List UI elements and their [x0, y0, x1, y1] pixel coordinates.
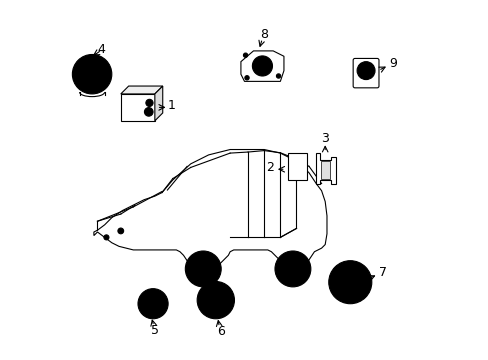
Circle shape — [276, 74, 280, 78]
Polygon shape — [94, 149, 326, 270]
Circle shape — [243, 53, 247, 57]
Circle shape — [189, 255, 217, 283]
Text: 3: 3 — [321, 132, 328, 145]
Circle shape — [147, 298, 159, 310]
Text: 8: 8 — [260, 28, 268, 41]
Text: 9: 9 — [388, 57, 396, 70]
Polygon shape — [121, 86, 163, 94]
Circle shape — [274, 251, 310, 287]
FancyBboxPatch shape — [352, 58, 378, 88]
Circle shape — [290, 267, 294, 271]
Circle shape — [84, 66, 100, 82]
Circle shape — [88, 71, 96, 78]
Circle shape — [256, 60, 267, 72]
Polygon shape — [241, 51, 284, 81]
Bar — [320, 161, 329, 179]
Circle shape — [72, 54, 112, 94]
Circle shape — [286, 262, 299, 275]
Polygon shape — [316, 153, 335, 184]
Circle shape — [361, 66, 369, 75]
Circle shape — [118, 228, 123, 234]
Circle shape — [138, 289, 168, 319]
Circle shape — [201, 267, 205, 271]
Circle shape — [328, 261, 371, 304]
Polygon shape — [155, 86, 163, 121]
Circle shape — [201, 285, 230, 315]
Text: 1: 1 — [168, 99, 176, 112]
Circle shape — [185, 251, 221, 287]
Circle shape — [346, 278, 354, 287]
Circle shape — [104, 235, 109, 240]
Circle shape — [279, 255, 306, 283]
Circle shape — [204, 289, 226, 311]
Circle shape — [364, 69, 367, 72]
Circle shape — [142, 293, 163, 315]
Circle shape — [252, 56, 272, 76]
Circle shape — [78, 60, 106, 89]
Circle shape — [260, 63, 264, 68]
Circle shape — [145, 99, 153, 107]
Text: 7: 7 — [378, 266, 386, 279]
Circle shape — [144, 108, 153, 116]
Circle shape — [146, 110, 151, 114]
Circle shape — [196, 262, 209, 275]
Circle shape — [197, 282, 234, 319]
Text: 4: 4 — [97, 42, 105, 55]
Circle shape — [244, 76, 249, 80]
Circle shape — [214, 299, 217, 302]
Circle shape — [151, 302, 155, 306]
Circle shape — [356, 62, 374, 80]
Text: 5: 5 — [151, 324, 159, 337]
Circle shape — [212, 297, 219, 304]
Bar — [121, 94, 155, 121]
Circle shape — [342, 274, 357, 290]
Text: 2: 2 — [266, 161, 274, 174]
Text: 6: 6 — [217, 325, 224, 338]
Circle shape — [337, 269, 363, 295]
Circle shape — [332, 264, 367, 300]
Bar — [287, 153, 306, 180]
